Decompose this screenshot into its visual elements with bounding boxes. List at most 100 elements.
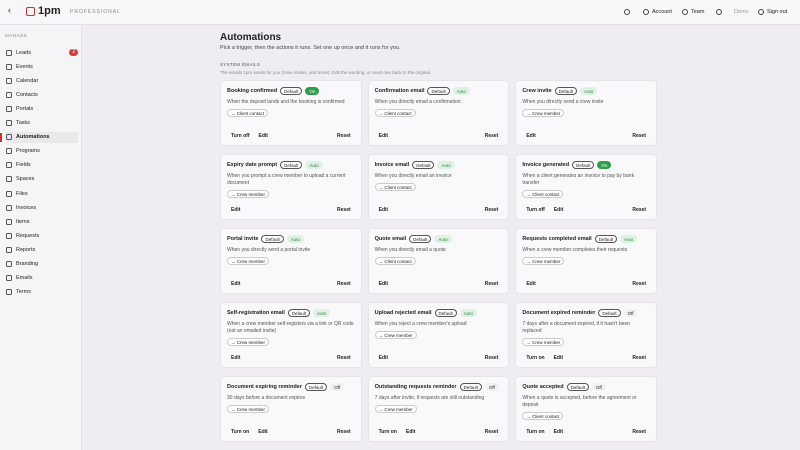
action-button[interactable]: Edit	[378, 281, 389, 287]
nav-item[interactable]: Calendar	[6, 75, 78, 86]
default-badge: Default	[427, 87, 450, 95]
action-button[interactable]: Turn on	[526, 429, 545, 435]
link-text: Sign out	[767, 9, 788, 15]
nav-icon	[6, 218, 12, 225]
card-title: Invoice email	[374, 162, 410, 168]
team-link[interactable]: Team	[682, 9, 704, 15]
nav-icon	[6, 63, 12, 70]
account-link[interactable]: Account	[643, 9, 672, 15]
action-button[interactable]: Turn on	[231, 429, 250, 435]
nav-item[interactable]: Portals	[6, 103, 78, 114]
action-button[interactable]: Edit	[526, 281, 536, 287]
default-badge: Default	[598, 309, 621, 317]
action-button[interactable]: Edit	[378, 207, 389, 213]
status-badge: Auto	[313, 309, 331, 317]
reset-button[interactable]: Reset	[484, 429, 499, 435]
action-button[interactable]: Edit	[553, 429, 564, 435]
brand[interactable]: 1pm	[26, 5, 61, 17]
action-button[interactable]: Edit	[231, 355, 241, 361]
action-button[interactable]: Edit	[526, 133, 536, 139]
recipient-tag: → Crew member	[227, 405, 270, 413]
reset-button[interactable]: Reset	[337, 207, 351, 213]
reset-button[interactable]: Reset	[484, 281, 499, 287]
action-button[interactable]: Edit	[258, 133, 268, 139]
reset-button[interactable]: Reset	[632, 429, 646, 435]
recipient-tag: → Crew member	[374, 405, 417, 413]
action-button[interactable]: Turn off	[231, 133, 250, 139]
action-button[interactable]: Edit	[553, 355, 564, 361]
reset-button[interactable]: Reset	[632, 355, 646, 361]
reset-button[interactable]: Reset	[337, 281, 351, 287]
action-button[interactable]: Edit	[258, 429, 268, 435]
nav-item[interactable]: Items	[6, 216, 78, 227]
nav-item[interactable]: Emails	[6, 273, 78, 284]
nav-item[interactable]: Branding	[6, 259, 78, 270]
nav-item[interactable]: Events	[6, 61, 78, 72]
action-button[interactable]: Edit	[231, 281, 241, 287]
nav-item[interactable]: Invoices	[6, 202, 78, 213]
action-button[interactable]: Edit	[405, 429, 416, 435]
nav-item[interactable]: Reports	[6, 244, 78, 255]
card-title: Booking confirmed	[227, 88, 278, 94]
nav-item[interactable]: Fields	[6, 160, 78, 171]
demo-link[interactable]: Demo	[734, 9, 749, 15]
reset-button[interactable]: Reset	[337, 133, 351, 139]
automation-card: Confirmation email Default Auto When you di…	[367, 80, 510, 146]
nav-item[interactable]: Programs	[6, 146, 78, 157]
nav-item[interactable]: Spaces	[6, 174, 78, 185]
card-footer: Edit Reset	[375, 355, 503, 361]
recipient-tag: → Crew member	[522, 109, 565, 117]
action-button[interactable]: Turn on	[526, 355, 545, 361]
action-button[interactable]: Edit	[231, 207, 241, 213]
automation-card: Portal invite Default Auto When you directl…	[220, 228, 362, 294]
card-title: Quote email	[374, 236, 407, 242]
recipient: Client contact	[384, 110, 412, 116]
back-button[interactable]: ‹	[8, 5, 11, 15]
card-title: Invoice generated	[522, 162, 570, 168]
automation-card: Document expiring reminder Default Off 30 d…	[220, 376, 362, 442]
card-header: Quote accepted Default Off	[522, 383, 650, 391]
action-button[interactable]: Edit	[378, 133, 389, 139]
nav-icon	[6, 176, 12, 183]
automation-card: Quote email Default Auto When you directly …	[367, 228, 510, 294]
notifications[interactable]	[624, 9, 630, 15]
automation-card: Invoice generated Default On When a client …	[515, 154, 657, 220]
signout-link[interactable]: Sign out	[758, 9, 787, 15]
reset-button[interactable]: Reset	[484, 133, 499, 139]
nav-icon	[6, 148, 12, 155]
recipient-tag: → Client contact	[374, 183, 416, 191]
reset-button[interactable]: Reset	[337, 429, 351, 435]
nav-item[interactable]: Files	[6, 188, 78, 199]
reset-button[interactable]: Reset	[632, 281, 646, 287]
action-button[interactable]: Edit	[378, 355, 389, 361]
default-badge: Default	[280, 161, 303, 169]
default-badge: Default	[572, 161, 595, 169]
nav-item[interactable]: Leads 2	[6, 47, 78, 58]
nav-item[interactable]: Automations	[0, 131, 78, 143]
reset-button[interactable]: Reset	[632, 207, 646, 213]
reset-button[interactable]: Reset	[337, 355, 351, 361]
nav-item[interactable]: Terms	[6, 287, 78, 298]
recipient: Client contact	[532, 413, 560, 419]
recipient: Crew member	[532, 110, 561, 116]
action-button[interactable]: Turn off	[526, 207, 545, 213]
help[interactable]	[716, 9, 722, 15]
link-text: Team	[691, 9, 705, 15]
nav-item[interactable]: Contacts	[6, 89, 78, 100]
nav-icon	[6, 275, 12, 282]
nav-item[interactable]: Tasks	[6, 118, 78, 129]
action-button[interactable]: Edit	[553, 207, 564, 213]
nav-icon	[6, 105, 12, 112]
reset-button[interactable]: Reset	[484, 207, 499, 213]
reset-button[interactable]: Reset	[484, 355, 499, 361]
sidebar: MANAGE Leads 2 Events Calendar Contacts Porta…	[0, 25, 82, 450]
card-title: Quote accepted	[522, 384, 564, 390]
card-footer: Edit Reset	[522, 281, 650, 287]
nav-icon	[6, 134, 12, 141]
reset-button[interactable]: Reset	[632, 133, 646, 139]
nav-label: Reports	[16, 246, 36, 253]
action-button[interactable]: Turn on	[378, 429, 397, 435]
card-title: Document expiring reminder	[227, 384, 302, 390]
nav-item[interactable]: Requests	[6, 230, 78, 241]
card-footer: Edit Reset	[227, 281, 355, 287]
